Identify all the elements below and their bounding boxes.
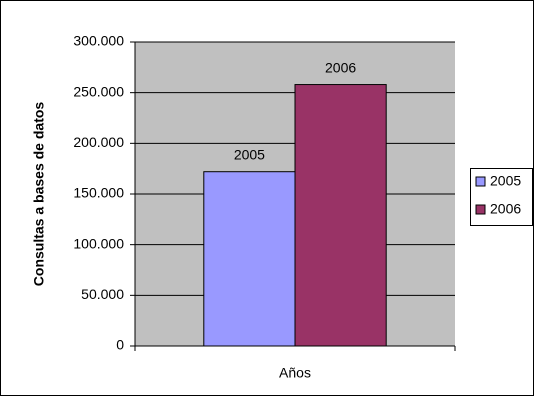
data-label: 2005 <box>234 146 265 162</box>
y-axis-title: Consultas a bases de datos <box>31 102 47 287</box>
y-tick-label: 200.000 <box>73 134 124 150</box>
legend <box>470 168 533 226</box>
y-tick-label: 0 <box>116 337 124 353</box>
bar <box>294 84 387 347</box>
y-tick-label: 300.000 <box>73 33 124 49</box>
y-tick-label: 50.000 <box>81 286 124 302</box>
legend-swatch <box>475 204 486 215</box>
legend-swatch <box>475 176 486 187</box>
x-tick-label: Años <box>279 365 311 381</box>
data-label: 2006 <box>325 59 356 75</box>
bar <box>203 171 296 347</box>
y-tick-label: 150.000 <box>73 185 124 201</box>
y-tick-label: 100.000 <box>73 235 124 251</box>
y-tick-label: 250.000 <box>73 83 124 99</box>
legend-label: 2005 <box>490 173 521 189</box>
legend-label: 2006 <box>490 201 521 217</box>
